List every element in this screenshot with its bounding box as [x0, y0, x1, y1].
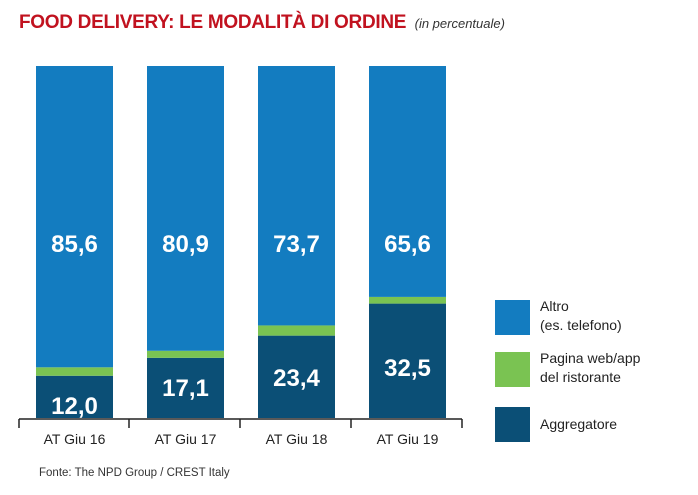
- bar-segment-altro: [147, 66, 224, 351]
- data-label: 12,0: [51, 393, 98, 420]
- source-note: Fonte: The NPD Group / CREST Italy: [39, 467, 230, 479]
- legend-swatch-aggregatore: [495, 407, 530, 442]
- bar-segment-altro: [36, 66, 113, 368]
- bar-segment-pagina: [36, 367, 113, 376]
- data-label: 17,1: [162, 375, 209, 402]
- data-label: 73,7: [273, 231, 320, 258]
- data-label: 85,6: [51, 231, 98, 258]
- title-subtitle: (in percentuale): [414, 16, 505, 31]
- x-tick-label: AT Giu 19: [377, 431, 439, 447]
- x-tick-label: AT Giu 17: [155, 431, 217, 447]
- legend-swatch-pagina: [495, 352, 530, 387]
- data-label: 80,9: [162, 231, 209, 258]
- legend-label-pagina: Pagina web/app del ristorante: [540, 350, 641, 385]
- bar-segment-pagina: [147, 350, 224, 358]
- bar-segment-altro: [369, 66, 446, 297]
- legend-label-altro: Altro (es. telefono): [540, 298, 622, 333]
- data-label: 65,6: [384, 231, 431, 258]
- data-label: 23,4: [273, 365, 320, 392]
- bar-segment-aggregatore: [258, 335, 335, 418]
- x-tick-label: AT Giu 18: [266, 431, 328, 447]
- title-main: FOOD DELIVERY: LE MODALITÀ DI ORDINE: [19, 12, 407, 33]
- legend-label-aggregatore: Aggregatore: [540, 416, 618, 432]
- bar-segment-pagina: [369, 296, 446, 304]
- bar-segment-aggregatore: [147, 357, 224, 418]
- bar-segment-altro: [258, 66, 335, 326]
- data-label: 32,5: [384, 355, 431, 382]
- legend-swatch-altro: [495, 300, 530, 335]
- bar-segment-aggregatore: [369, 303, 446, 418]
- bar-segment-aggregatore: [36, 375, 113, 418]
- chart-title: FOOD DELIVERY: LE MODALITÀ DI ORDINE (in…: [19, 12, 505, 34]
- x-tick-label: AT Giu 16: [44, 431, 106, 447]
- bar-segment-pagina: [258, 325, 335, 336]
